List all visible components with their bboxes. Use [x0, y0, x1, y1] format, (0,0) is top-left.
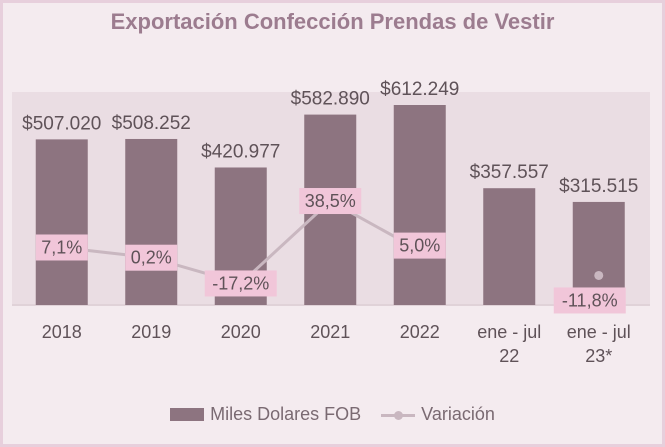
- legend-bar-swatch: [170, 407, 205, 421]
- variation-label-box: [204, 270, 277, 297]
- bar-ene - jul 22: [483, 188, 536, 305]
- variation-point-ene - jul 23*: [594, 270, 604, 280]
- x-tick-label: 2020: [221, 322, 261, 342]
- legend-item-bars: Miles Dolares FOB: [170, 404, 361, 425]
- bar-value-label: $315.515: [559, 176, 638, 197]
- variation-label-box: [125, 244, 178, 271]
- legend-label-line: Variación: [421, 403, 495, 424]
- bar-2019: [125, 138, 178, 305]
- variation-label: -17,2%: [212, 273, 269, 293]
- legend-line-swatch: [381, 408, 416, 421]
- x-tick-label: 2021: [310, 322, 350, 342]
- bar-value-label: $507.020: [22, 113, 101, 134]
- bar-value-label: $582.890: [291, 89, 370, 110]
- variation-label: -11,8%: [562, 290, 618, 310]
- variation-label-box: [299, 188, 362, 215]
- variation-label-box: [393, 232, 446, 259]
- chart-title: Exportación Confección Prendas de Vestir: [110, 9, 555, 34]
- x-tick-label: ene - jul 22: [477, 322, 541, 366]
- bar-value-label: $357.557: [470, 162, 549, 183]
- legend: Miles Dolares FOB Variación: [0, 400, 665, 428]
- x-tick-label: 2019: [131, 322, 171, 342]
- variation-label-box: [553, 287, 626, 314]
- bar-value-label: $508.252: [112, 113, 191, 134]
- bar-value-label: $612.249: [380, 79, 459, 100]
- x-tick-label: 2018: [42, 322, 82, 342]
- bar-value-label: $420.977: [201, 141, 280, 162]
- x-tick-label: 2022: [400, 322, 440, 342]
- bar-2018: [35, 139, 88, 305]
- legend-item-line: Variación: [381, 404, 495, 425]
- variation-label: 0,2%: [131, 248, 172, 268]
- bar-2022: [393, 105, 446, 305]
- legend-label-bars: Miles Dolares FOB: [210, 403, 362, 424]
- variation-label: 38,5%: [305, 191, 356, 211]
- x-tick-label: ene - jul 23*: [567, 322, 631, 366]
- variation-label-box: [35, 234, 88, 261]
- variation-label: 7,1%: [41, 237, 82, 257]
- variation-label: 5,0%: [399, 236, 440, 256]
